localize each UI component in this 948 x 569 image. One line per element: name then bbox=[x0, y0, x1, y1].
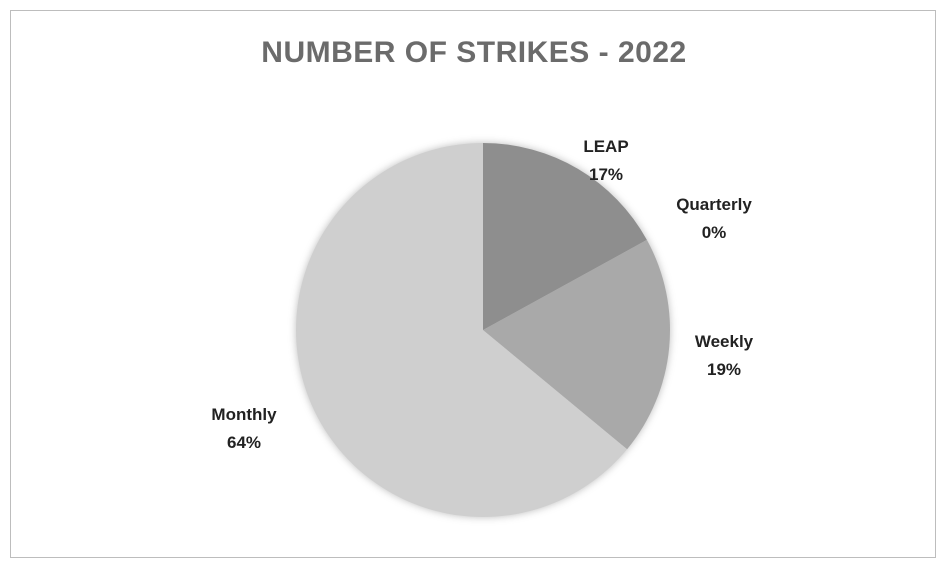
pie-slice-leap bbox=[483, 143, 647, 330]
data-label-weekly: Weekly 19% bbox=[695, 332, 754, 379]
data-label-quarterly: Quarterly 0% bbox=[676, 195, 752, 242]
chart-title: NUMBER OF STRIKES - 2022 bbox=[261, 36, 687, 69]
data-label-leap: LEAP 17% bbox=[583, 137, 628, 184]
pie-slice-monthly bbox=[296, 143, 628, 517]
pie-slice-weekly bbox=[483, 239, 671, 450]
data-label-monthly: Monthly 64% bbox=[211, 405, 277, 452]
